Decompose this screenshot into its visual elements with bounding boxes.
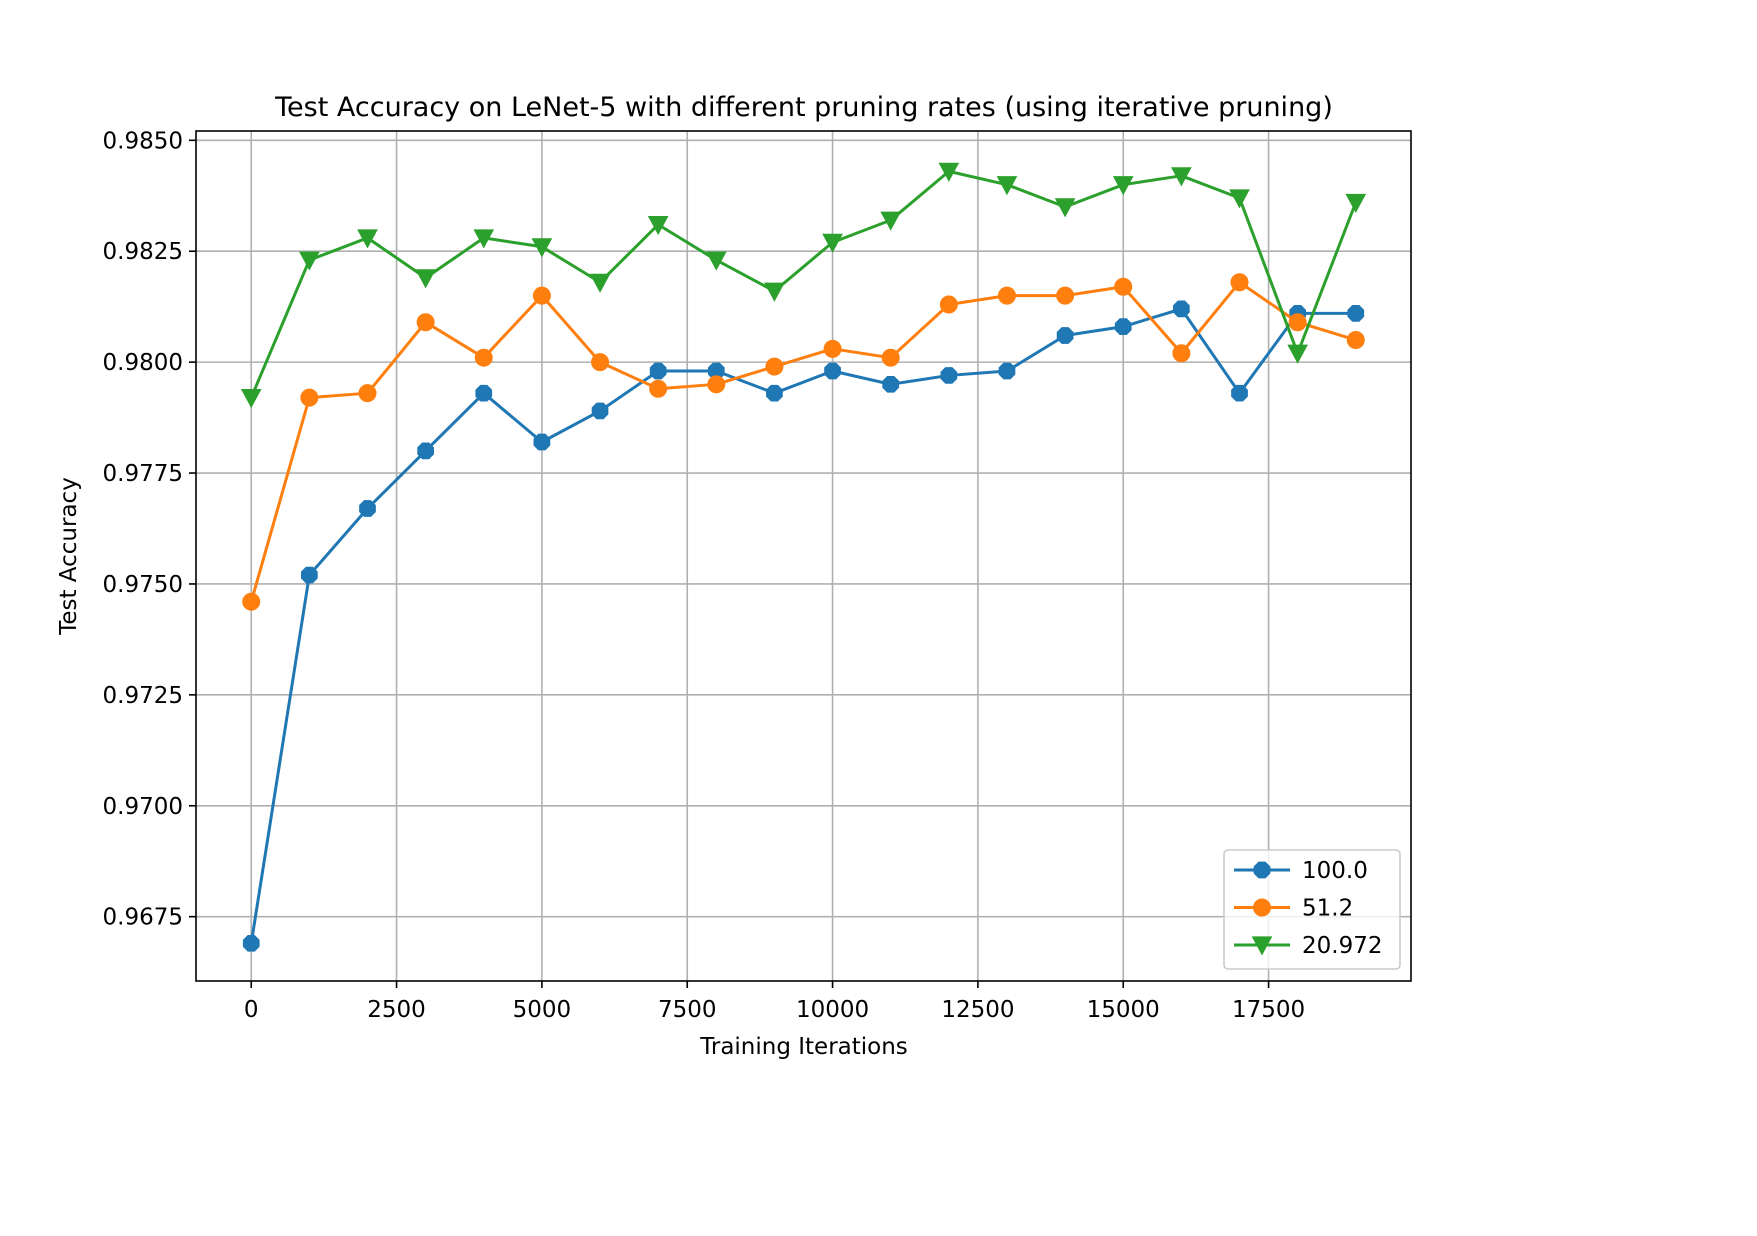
data-point xyxy=(824,362,841,380)
x-tick-label: 0 xyxy=(244,997,259,1023)
legend: 100.0 51.2 20.972 xyxy=(1223,849,1401,970)
data-point xyxy=(242,592,261,611)
y-axis-label: Test Accuracy xyxy=(56,477,82,636)
data-point xyxy=(1054,198,1076,218)
y-tick-label: 0.9700 xyxy=(103,794,183,820)
legend-label: 20.972 xyxy=(1302,933,1382,959)
series-layer xyxy=(240,162,1367,952)
data-point xyxy=(998,362,1016,380)
series-line xyxy=(249,307,1358,946)
data-point xyxy=(1345,193,1367,213)
data-point xyxy=(880,211,902,231)
data-point xyxy=(997,286,1016,305)
x-tick-label: 7500 xyxy=(658,997,717,1023)
x-tick-label: 5000 xyxy=(513,997,572,1023)
data-point xyxy=(766,384,783,402)
data-point xyxy=(531,238,553,258)
data-point xyxy=(1346,330,1365,349)
data-point xyxy=(475,384,493,402)
x-tick-label: 15000 xyxy=(1087,997,1160,1023)
data-point xyxy=(940,367,958,384)
data-point xyxy=(1231,384,1248,402)
data-point xyxy=(1347,304,1365,322)
data-point xyxy=(357,229,378,249)
legend-entry: 20.972 xyxy=(1234,933,1382,959)
data-point xyxy=(299,251,320,271)
data-point xyxy=(1287,344,1308,364)
data-point xyxy=(474,348,493,367)
x-tick-label: 17500 xyxy=(1232,997,1305,1023)
data-point xyxy=(242,934,260,952)
data-point xyxy=(1171,167,1192,187)
data-point xyxy=(649,379,668,398)
data-point xyxy=(823,339,842,358)
data-point xyxy=(939,295,958,314)
data-point xyxy=(532,286,551,305)
data-point xyxy=(881,348,900,367)
data-point xyxy=(764,282,785,302)
data-point xyxy=(649,362,667,380)
x-tick-label: 10000 xyxy=(796,997,869,1023)
data-point xyxy=(591,402,609,420)
y-tick-label: 0.9725 xyxy=(103,683,183,709)
legend-marker xyxy=(1251,936,1273,956)
data-point xyxy=(533,433,551,451)
data-point xyxy=(358,384,377,403)
legend-marker xyxy=(1253,861,1271,879)
series-51.2 xyxy=(242,273,1365,611)
data-point xyxy=(1288,313,1307,332)
x-tick-label: 2500 xyxy=(367,997,426,1023)
y-tick-label: 0.9775 xyxy=(103,461,183,487)
legend-label: 51.2 xyxy=(1302,896,1353,922)
data-point xyxy=(1056,327,1074,344)
data-point xyxy=(765,357,784,376)
data-point xyxy=(591,353,610,372)
data-point xyxy=(589,273,611,293)
series-20.972 xyxy=(240,162,1367,409)
data-point xyxy=(415,269,436,289)
data-point xyxy=(996,176,1018,196)
x-axis-ticks: 0 2500 5000 7500 10000 12500 15000 17500 xyxy=(244,981,1305,1023)
data-point xyxy=(707,375,726,394)
data-point xyxy=(1172,344,1191,363)
series-line xyxy=(249,280,1358,604)
line-chart: Test Accuracy on LeNet-5 with different … xyxy=(56,92,1412,1060)
chart-title: Test Accuracy on LeNet-5 with different … xyxy=(274,92,1333,123)
y-tick-label: 0.9750 xyxy=(103,572,183,598)
data-point xyxy=(882,375,900,393)
data-point xyxy=(1112,176,1134,196)
y-tick-label: 0.9825 xyxy=(103,239,183,265)
data-point xyxy=(822,233,843,253)
x-axis-label: Training Iterations xyxy=(699,1034,908,1060)
data-point xyxy=(416,313,435,332)
data-point xyxy=(1230,273,1249,292)
series-line xyxy=(249,169,1358,400)
legend-label: 100.0 xyxy=(1302,858,1368,884)
series-100.0 xyxy=(242,300,1365,952)
data-point xyxy=(417,442,434,460)
y-tick-label: 0.9800 xyxy=(103,350,183,376)
data-point xyxy=(705,251,727,271)
data-point xyxy=(647,216,669,236)
y-tick-label: 0.9675 xyxy=(103,905,183,931)
data-point xyxy=(1229,189,1250,209)
legend-marker xyxy=(1253,898,1271,917)
legend-entry: 100.0 xyxy=(1234,858,1368,884)
data-point xyxy=(300,388,319,407)
data-point xyxy=(1056,286,1075,305)
data-point xyxy=(938,162,960,182)
data-point xyxy=(359,500,376,517)
data-point xyxy=(1114,277,1133,296)
data-point xyxy=(1114,318,1132,335)
data-point xyxy=(301,566,318,584)
data-point xyxy=(1173,300,1190,318)
data-point xyxy=(240,389,262,409)
plot-frame xyxy=(195,130,1412,982)
data-point xyxy=(473,229,495,249)
legend-entry: 51.2 xyxy=(1234,896,1353,922)
x-tick-label: 12500 xyxy=(941,997,1014,1023)
y-axis-ticks: 0.9675 0.9700 0.9725 0.9750 0.9775 0.9800 0.98… xyxy=(103,128,196,931)
y-tick-label: 0.9850 xyxy=(103,128,183,154)
